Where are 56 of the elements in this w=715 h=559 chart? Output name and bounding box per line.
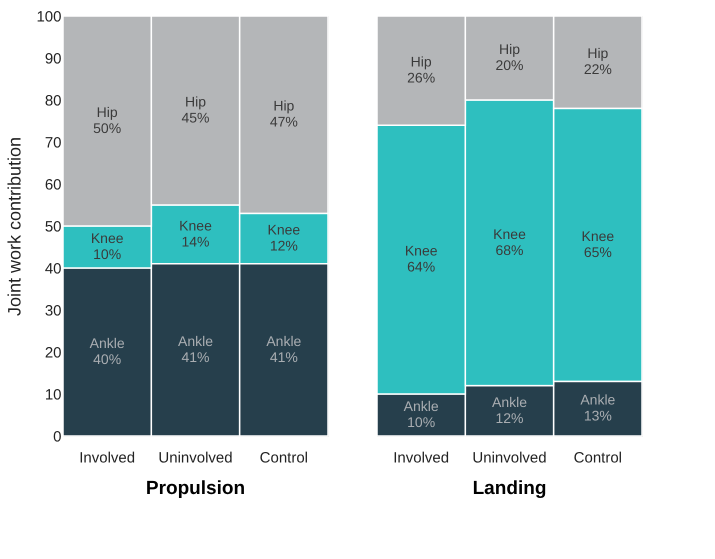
y-tick-label: 80: [44, 92, 62, 110]
data-label: 40%: [93, 351, 122, 367]
text: Hip: [410, 54, 432, 70]
series-label: Ankle: [266, 332, 302, 349]
x-tick-label: Involved: [393, 450, 450, 466]
data-label: 68%: [495, 242, 524, 258]
y-tick-label: 10: [44, 386, 62, 404]
data-label: 13%: [584, 408, 612, 424]
data-label: 41%: [270, 348, 298, 365]
y-tick-label: 100: [36, 8, 62, 26]
y-tick-label: 70: [44, 134, 62, 152]
x-tick-label: Involved: [79, 450, 136, 466]
series-label: Hip: [498, 41, 520, 57]
y-tick-label: 0: [53, 428, 62, 446]
data-label: 65%: [584, 244, 612, 260]
series-label: Knee: [493, 226, 526, 242]
text: Knee: [581, 228, 614, 244]
y-tick-label: 90: [44, 50, 62, 68]
x-tick-label: Control: [574, 450, 622, 466]
data-label: 41%: [181, 348, 210, 365]
y-tick-label: 20: [44, 344, 62, 362]
data-label: 45%: [181, 110, 210, 126]
data-label: 12%: [270, 238, 298, 254]
text: Propulsion: [146, 478, 246, 499]
y-tick-label: 30: [44, 302, 62, 320]
data-label: 50%: [93, 120, 122, 136]
x-tick-label: Uninvolved: [472, 450, 547, 466]
text: Hip: [587, 45, 608, 62]
series-label: Hip: [184, 94, 206, 110]
data-label: 10%: [93, 246, 122, 262]
series-label: Knee: [90, 230, 124, 246]
y-axis-title: Joint work contribution: [4, 136, 24, 316]
x-tick-label: Uninvolved: [158, 450, 233, 466]
y-tick-label: 40: [44, 260, 62, 278]
y-tick-label: 50: [44, 218, 62, 236]
text: Hip: [273, 98, 294, 114]
text: Landing: [472, 478, 546, 499]
x-tick-label: Control: [260, 450, 308, 466]
text: Knee: [179, 217, 212, 234]
data-label: 47%: [270, 114, 298, 130]
text: Ankle: [492, 394, 528, 410]
y-tick-label: 60: [44, 176, 62, 194]
text: Knee: [404, 242, 438, 259]
text: Ankle: [178, 332, 214, 349]
data-label: 10%: [407, 414, 436, 430]
data-label: 20%: [495, 57, 524, 73]
series-label: Ankle: [404, 398, 439, 414]
data-label: 12%: [495, 410, 524, 426]
data-label: 22%: [584, 61, 612, 78]
text: Knee: [267, 222, 300, 238]
data-label: 26%: [407, 70, 436, 86]
data-label: 14%: [181, 233, 210, 250]
text: Ankle: [580, 392, 616, 408]
data-label: 64%: [407, 258, 436, 275]
text: Hip: [96, 104, 118, 120]
text: Ankle: [90, 335, 125, 351]
